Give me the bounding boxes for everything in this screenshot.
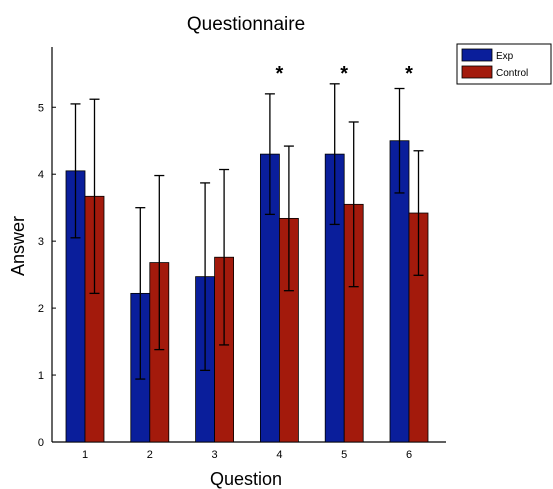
- significance-marker: *: [276, 63, 284, 85]
- x-tick-label: 5: [341, 449, 347, 461]
- significance-marker: *: [405, 63, 413, 85]
- legend-label-exp: Exp: [496, 51, 514, 62]
- x-tick-label: 2: [147, 449, 153, 461]
- significance-marker: *: [340, 63, 348, 85]
- x-tick-label: 4: [276, 449, 282, 461]
- legend-label-control: Control: [496, 68, 528, 79]
- y-tick-label: 5: [38, 102, 44, 114]
- y-axis-label: Answer: [8, 216, 28, 276]
- legend: Exp Control: [456, 43, 552, 85]
- y-tick-label: 3: [38, 236, 44, 248]
- x-tick-label: 6: [406, 449, 412, 461]
- legend-swatch-control: [461, 65, 493, 79]
- y-tick-label: 1: [38, 370, 44, 382]
- plot-area: 0 1 2 3 4 5 1 2 3 4 * 5 * 6 *: [38, 47, 446, 461]
- y-tick-label: 2: [38, 303, 44, 315]
- x-tick-label: 3: [212, 449, 218, 461]
- legend-swatch-exp: [461, 48, 493, 62]
- y-tick-label: 0: [38, 437, 44, 449]
- y-tick-label: 4: [38, 169, 44, 181]
- x-axis-label: Question: [210, 469, 282, 489]
- x-tick-label: 1: [82, 449, 88, 461]
- chart-title: Questionnaire: [187, 14, 305, 35]
